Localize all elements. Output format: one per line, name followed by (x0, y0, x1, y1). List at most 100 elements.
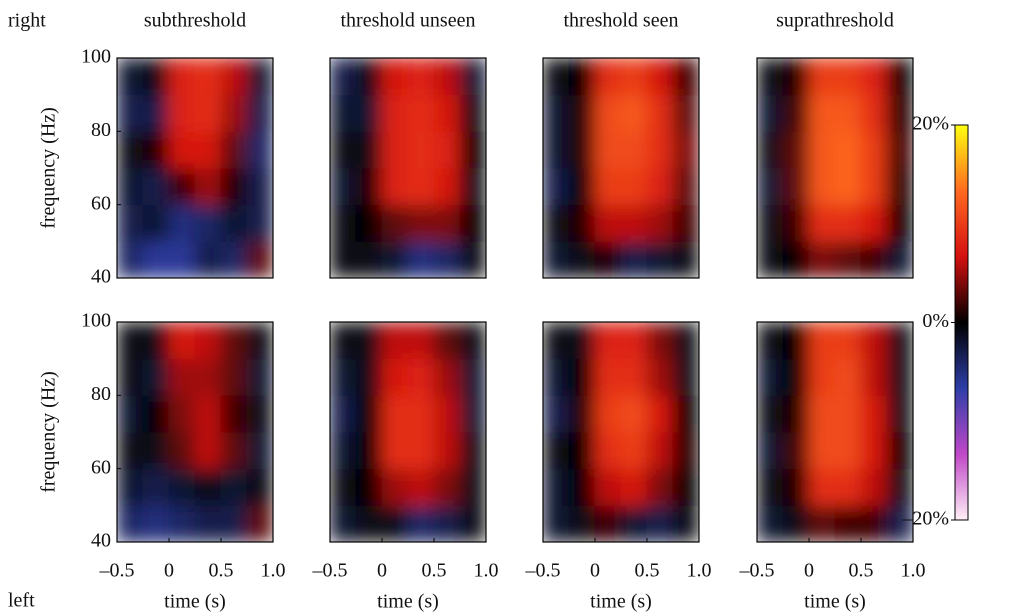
heatmap-cell (459, 167, 486, 206)
heatmap-cell (834, 468, 862, 506)
heatmap-cell (330, 94, 357, 132)
x-tick-label: 1.0 (901, 560, 926, 582)
heatmap-cell (782, 167, 810, 206)
heatmap-cell (168, 58, 196, 96)
heatmap-cell (543, 94, 570, 132)
heatmap-cell (194, 322, 222, 360)
heatmap-cell (568, 468, 596, 506)
heatmap-cell (782, 394, 810, 433)
heatmap-cell (620, 358, 648, 396)
heatmap-cell (543, 130, 570, 169)
heatmap-cell (620, 322, 648, 360)
heatmap-cell (220, 240, 248, 278)
heatmap-cell (646, 468, 674, 506)
heatmap-cell (568, 394, 596, 433)
heatmap-cell (594, 504, 622, 542)
heatmap-cell (246, 204, 273, 242)
y-axis-label: frequency (Hz) (38, 107, 60, 229)
panel-frame (756, 57, 914, 279)
heatmap-cell (220, 322, 248, 360)
row-label: right (8, 10, 46, 32)
heatmap-cell (381, 468, 409, 506)
panel-title: suprathreshold (776, 10, 894, 32)
heatmap-cell (672, 358, 699, 396)
heatmap-cell (543, 468, 570, 506)
heatmap-cell (355, 431, 383, 470)
colorbar-tick-label: 0% (922, 310, 949, 332)
heatmap-cell (620, 468, 648, 506)
heatmap-cell (246, 167, 273, 206)
heatmap-cell (142, 431, 170, 470)
y-tick-label: 100 (81, 46, 111, 68)
heatmap-cell (757, 94, 784, 132)
y-tick-label: 40 (91, 530, 111, 552)
heatmap-cell (594, 468, 622, 506)
x-tick-label: 1.0 (474, 560, 499, 582)
heatmap-cell (672, 468, 699, 506)
heatmap-cells (757, 58, 913, 278)
heatmap-cell (168, 94, 196, 132)
heatmap-cells (543, 58, 699, 278)
x-tick-label: 0.5 (849, 560, 874, 582)
heatmap-cell (782, 204, 810, 242)
heatmap-cell (860, 94, 888, 132)
heatmap-cell (220, 94, 248, 132)
heatmap-cell (433, 504, 461, 542)
heatmap-cell (381, 394, 409, 433)
heatmap-cell (168, 240, 196, 278)
heatmap-cell (782, 431, 810, 470)
heatmap-cell (672, 431, 699, 470)
heatmap-cell (568, 504, 596, 542)
heatmap-cells (330, 58, 486, 278)
heatmap-cell (459, 468, 486, 506)
y-tick-label: 80 (91, 119, 111, 141)
heatmap-cell (459, 394, 486, 433)
heatmap-cell (834, 322, 862, 360)
heatmap-cell (355, 130, 383, 169)
heatmap-cell (672, 130, 699, 169)
heatmap-cell (220, 167, 248, 206)
heatmap-cell (860, 468, 888, 506)
heatmap-cell (672, 94, 699, 132)
heatmap-cell (594, 394, 622, 433)
heatmap-cell (757, 504, 784, 542)
heatmap-cell (407, 58, 435, 96)
heatmap-cell (782, 94, 810, 132)
heatmap-cell (594, 130, 622, 169)
colorbar (954, 124, 969, 521)
heatmap-cell (620, 130, 648, 169)
heatmap-cell (407, 130, 435, 169)
heatmap-cell (886, 167, 913, 206)
x-tick-label: –0.5 (312, 560, 348, 582)
heatmap-cell (459, 431, 486, 470)
heatmap-cell (782, 58, 810, 96)
heatmap-cell (142, 167, 170, 206)
heatmap-cell (757, 130, 784, 169)
heatmap-cell (407, 431, 435, 470)
heatmap-cell (407, 240, 435, 278)
heatmap-cell (834, 240, 862, 278)
y-tick-label: 80 (91, 383, 111, 405)
x-tick-label: 0 (590, 560, 600, 582)
heatmap-cell (808, 130, 836, 169)
heatmap-cell (246, 504, 273, 542)
heatmap-cell (330, 504, 357, 542)
heatmap-cell (646, 130, 674, 169)
y-tick-label: 40 (91, 266, 111, 288)
heatmap-cell (407, 94, 435, 132)
heatmap-cell (620, 58, 648, 96)
heatmap-cell (834, 167, 862, 206)
heatmap-cell (620, 240, 648, 278)
heatmap-cell (330, 322, 357, 360)
heatmap-cell (433, 322, 461, 360)
heatmap-cell (860, 167, 888, 206)
panel-frame (756, 321, 914, 543)
heatmap-cell (355, 322, 383, 360)
heatmap-cell (381, 94, 409, 132)
heatmap-cell (330, 204, 357, 242)
heatmap-cell (246, 130, 273, 169)
heatmap-cell (246, 358, 273, 396)
heatmap-cell (168, 204, 196, 242)
heatmap-cell (886, 358, 913, 396)
heatmap-cells (117, 58, 273, 278)
